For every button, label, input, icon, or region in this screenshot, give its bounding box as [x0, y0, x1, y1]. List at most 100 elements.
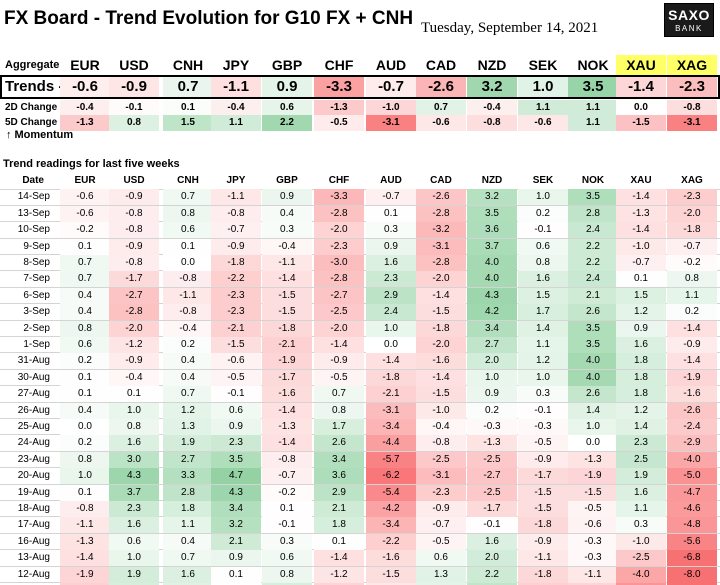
history-cell-aud: -1.6 [366, 550, 416, 567]
history-cell-eur: 0.4 [60, 287, 110, 304]
history-cell-gbp: 0.4 [262, 205, 312, 222]
history-row-date: 17-Aug [17, 519, 50, 531]
history-cell-xau: 1.8 [616, 369, 666, 386]
change-2d-cnh: 0.1 [163, 100, 213, 115]
history-cell-xag: 1.1 [667, 287, 717, 304]
history-cell-jpy: -2.3 [211, 287, 261, 304]
history-cell-nok: -1.5 [568, 484, 618, 501]
history-cell-aud: 0.3 [366, 222, 416, 239]
history-cell-sek: 0.6 [518, 238, 568, 255]
change-2d-nok: 1.1 [568, 100, 618, 115]
change-2d-gbp: 0.6 [262, 100, 312, 115]
history-row-date: 23-Aug [17, 453, 50, 465]
history-cell-aud: -2.2 [366, 533, 416, 550]
history-cell-eur: 0.4 [60, 402, 110, 419]
history-row-date: 31-Aug [17, 355, 50, 367]
momentum-arrow-icon: ↑ [6, 129, 12, 141]
history-cell-sek: 1.4 [518, 320, 568, 337]
history-cell-chf: -1.2 [314, 566, 364, 583]
history-cell-chf: 3.4 [314, 451, 364, 468]
history-cell-usd: -0.8 [109, 255, 159, 271]
history-cell-chf: -2.0 [314, 320, 364, 337]
history-cell-nok: 2.4 [568, 222, 618, 239]
history-cell-cnh: 0.7 [163, 189, 213, 206]
history-cell-xag: -2.4 [667, 419, 717, 435]
history-cell-xag: -5.0 [667, 468, 717, 485]
history-cell-sek: -0.9 [518, 533, 568, 550]
history-cell-eur: -2.1 [60, 583, 110, 585]
history-row: 26-Aug 0.4 1.0 1.2 0.6 -1.4 0.8 -3.1 -1.0 0.2 -0.1… [0, 402, 720, 419]
history-cell-cnh: 1.4 [163, 583, 213, 585]
history-cell-nzd: 0.9 [467, 386, 517, 403]
change-5d-eur: -1.3 [60, 115, 110, 131]
history-cell-cad: -1.6 [416, 353, 466, 370]
history-cell-chf: -2.7 [314, 287, 364, 304]
history-cell-eur: 0.2 [60, 353, 110, 370]
history-cell-xau: 1.1 [616, 501, 666, 517]
history-cell-nzd: 3.2 [467, 189, 517, 206]
history-cell-aud: -4.2 [366, 501, 416, 517]
history-title: Trend readings for last five weeks [3, 158, 180, 170]
history-row-date: 10-Sep [17, 224, 50, 236]
history-cell-usd: -2.0 [109, 320, 159, 337]
history-cell-cad: 1.2 [416, 583, 466, 585]
history-cell-eur: 0.1 [60, 369, 110, 386]
history-cell-aud: 2.9 [366, 287, 416, 304]
history-cell-gbp: -1.9 [262, 353, 312, 370]
history-row-date: 13-Aug [17, 552, 50, 564]
history-cell-gbp: -0.2 [262, 484, 312, 501]
history-cell-nzd: 4.0 [467, 271, 517, 288]
history-cell-nok: 2.4 [568, 271, 618, 288]
history-cell-jpy: -0.1 [211, 386, 261, 403]
history-cell-aud: -6.2 [366, 468, 416, 485]
history-cell-cnh: 2.8 [163, 484, 213, 501]
summary-col-aud: AUD [366, 55, 416, 76]
history-cell-chf: 0.8 [314, 402, 364, 419]
history-row: 14-Sep -0.6 -0.9 0.7 -1.1 0.9 -3.3 -0.7 -2.6 3.2 1… [0, 189, 720, 206]
history-cell-usd: 3.7 [109, 484, 159, 501]
history-cell-aud: 1.0 [366, 320, 416, 337]
history-cell-cnh: -0.8 [163, 304, 213, 321]
history-cell-xau: 1.6 [616, 337, 666, 353]
history-cell-jpy: -0.9 [211, 238, 261, 255]
history-cell-xag: -1.9 [667, 369, 717, 386]
history-row: 16-Aug -1.3 0.6 0.4 2.1 0.3 0.1 -2.2 -0.5 1.6 -0.9… [0, 533, 720, 551]
history-cell-eur: 0.8 [60, 320, 110, 337]
history-cell-sek: 1.0 [518, 369, 568, 386]
history-row: 8-Sep 0.7 -0.8 0.0 -1.8 -1.1 -3.0 1.6 -2.8 4.0 0.8… [0, 255, 720, 272]
history-cell-cad: -3.1 [416, 468, 466, 485]
history-cell-sek: 1.7 [518, 304, 568, 321]
history-cell-cnh: 3.3 [163, 468, 213, 485]
history-cell-usd: -0.9 [109, 189, 159, 206]
history-cell-nzd: 4.0 [467, 255, 517, 271]
history-cell-nok: -1.9 [568, 468, 618, 485]
history-cell-aud: 2.3 [366, 271, 416, 288]
history-cell-aud: 0.0 [366, 337, 416, 353]
history-cell-eur: -0.8 [60, 501, 110, 517]
history-cell-nok: 4.0 [568, 353, 618, 370]
history-cell-nzd: 2.7 [467, 583, 517, 585]
history-cell-gbp: -0.8 [262, 451, 312, 468]
history-cell-cnh: 0.4 [163, 353, 213, 370]
history-cell-nok: 2.6 [568, 304, 618, 321]
change-5d-jpy: 1.1 [211, 115, 261, 131]
change-2d-chf: -1.3 [314, 100, 364, 115]
history-row: 23-Aug 0.8 3.0 2.7 3.5 -0.8 3.4 -5.7 -2.5 -2.5 -0.… [0, 451, 720, 469]
trend-value-gbp: 0.9 [262, 75, 312, 99]
history-cell-cnh: 0.8 [163, 205, 213, 222]
history-cell-nzd: 2.7 [467, 337, 517, 353]
change-2d-jpy: -0.4 [211, 100, 261, 115]
logo-bottom-text: BANK [675, 24, 703, 33]
history-row-date: 6-Sep [23, 289, 50, 301]
history-cell-usd: 2.3 [109, 501, 159, 517]
history-cell-usd: 1.6 [109, 517, 159, 534]
history-cell-gbp: -0.7 [262, 468, 312, 485]
history-cell-jpy: -2.2 [211, 271, 261, 288]
history-cell-xau: 1.2 [616, 402, 666, 419]
history-cell-jpy: -2.1 [211, 320, 261, 337]
history-cell-nok: 2.8 [568, 205, 618, 222]
history-cell-aud: -1.1 [366, 583, 416, 585]
history-cell-jpy: -0.7 [211, 222, 261, 239]
history-cell-xau: -1.4 [616, 189, 666, 206]
history-cell-xau: -4.9 [616, 583, 666, 585]
